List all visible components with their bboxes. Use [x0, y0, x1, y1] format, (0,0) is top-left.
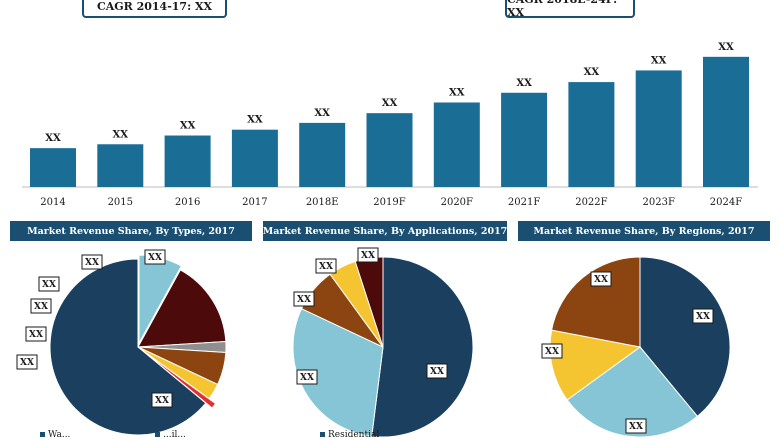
x-tick-label: 2017	[242, 197, 267, 208]
bar-data-label: XX	[449, 87, 465, 98]
x-tick-label: 2024F	[710, 197, 742, 208]
bar-data-label: XX	[45, 133, 61, 144]
bar-data-label: XX	[718, 42, 734, 53]
pie-slice	[292, 308, 384, 437]
bar-data-label: XX	[247, 115, 263, 126]
slice-label-box	[625, 418, 647, 434]
legend-marker	[40, 432, 45, 437]
slice-data-label: XX	[29, 330, 43, 340]
slice-label-box	[16, 354, 38, 370]
x-tick-label: 2019F	[373, 197, 405, 208]
slice-label-box	[38, 276, 60, 292]
slice-data-label: XX	[594, 275, 608, 285]
cagr-2018e-24f-box: CAGR 2018E-24F: XX	[505, 0, 635, 19]
bar-2024F	[703, 56, 749, 188]
bar-data-label: XX	[516, 78, 532, 89]
bar-2022F	[568, 82, 615, 187]
legend-item-types-1: Wa...	[40, 430, 70, 440]
pie-chart-regions: XX XX XX XX	[541, 256, 731, 438]
slice-label-box	[81, 254, 103, 270]
bar-data-label: XX	[113, 129, 129, 140]
x-tick-label: 2021F	[508, 197, 540, 208]
pie-slice	[566, 346, 699, 438]
slice-label-box	[541, 343, 563, 359]
bar-chart: XX 2014 XX 2015 XX 2016 XX 2017 XX 2018E XX 2019F XX…	[22, 42, 758, 208]
slice-data-label: XX	[361, 251, 375, 261]
x-tick-label: 2014	[40, 197, 65, 208]
slice-data-label: XX	[430, 367, 444, 377]
pie-title-applications: Market Revenue Share, By Applications, 2…	[263, 221, 507, 241]
pie-slice	[144, 351, 217, 409]
slice-label-box	[25, 326, 47, 342]
pie-slice	[549, 329, 642, 401]
bar-2018E	[299, 122, 346, 187]
bar-2017	[231, 129, 278, 187]
bar-data-label: XX	[651, 55, 667, 66]
bar-data-label: XX	[382, 98, 398, 109]
legend-label: Residential	[328, 430, 380, 440]
slice-label-box	[692, 308, 714, 324]
slice-data-label: XX	[300, 373, 314, 383]
slice-data-label: XX	[20, 358, 34, 368]
slice-data-label: XX	[297, 295, 311, 305]
slice-data-label: XX	[34, 302, 48, 312]
x-tick-label: 2015	[108, 197, 133, 208]
slice-data-label: XX	[545, 347, 559, 357]
slice-label-box	[144, 249, 166, 265]
legend-item-types-2: ...il...	[155, 430, 186, 440]
bar-data-label: XX	[314, 108, 330, 119]
slice-data-label: XX	[629, 422, 643, 432]
slice-label-box	[151, 392, 173, 408]
pie-chart-applications: XX XX XX XX XX	[292, 247, 474, 438]
pie-slice	[371, 256, 474, 438]
legend-item-applications-1: Residential	[320, 430, 379, 440]
bar-2020F	[433, 102, 480, 187]
bar-2014	[30, 148, 76, 187]
bar-2019F	[366, 113, 413, 187]
slice-data-label: XX	[319, 262, 333, 272]
legend-marker	[320, 432, 325, 437]
pie-title-regions: Market Revenue Share, By Regions, 2017	[518, 221, 770, 241]
slice-label-box	[293, 291, 315, 307]
pie-slice	[49, 258, 207, 436]
x-tick-label: 2022F	[575, 197, 607, 208]
slice-label-box	[357, 247, 379, 263]
slice-data-label: XX	[85, 258, 99, 268]
slice-data-label: XX	[696, 312, 710, 322]
slice-label-box	[30, 298, 52, 314]
slice-label-box	[296, 369, 318, 385]
slice-label-box	[590, 271, 612, 287]
slice-label-box	[426, 363, 448, 379]
pie-slice	[639, 256, 731, 418]
cagr-2014-17-box: CAGR 2014-17: XX	[82, 0, 227, 18]
bar-2023F	[635, 70, 682, 187]
bar-data-label: XX	[180, 121, 196, 132]
x-tick-label: 2023F	[643, 197, 675, 208]
pie-slice	[551, 256, 641, 348]
bar-2021F	[501, 92, 548, 187]
slice-data-label: XX	[148, 253, 162, 263]
pie-slice	[137, 269, 227, 348]
legend-label: Wa...	[48, 430, 71, 440]
x-tick-label: 2016	[175, 197, 200, 208]
x-tick-label: 2020F	[441, 197, 473, 208]
slice-label-box	[315, 258, 337, 274]
slice-data-label: XX	[42, 280, 56, 290]
bar-2016	[164, 135, 211, 187]
bar-data-label: XX	[584, 67, 600, 78]
x-tick-label: 2018E	[306, 197, 339, 208]
legend-label: ...il...	[163, 430, 186, 440]
legend-marker	[155, 432, 160, 437]
slice-data-label: XX	[155, 396, 169, 406]
bar-2015	[97, 144, 144, 187]
pie-chart-types: XX XX XX XX XX XX XX	[16, 249, 227, 436]
pie-title-types: Market Revenue Share, By Types, 2017	[10, 221, 252, 241]
